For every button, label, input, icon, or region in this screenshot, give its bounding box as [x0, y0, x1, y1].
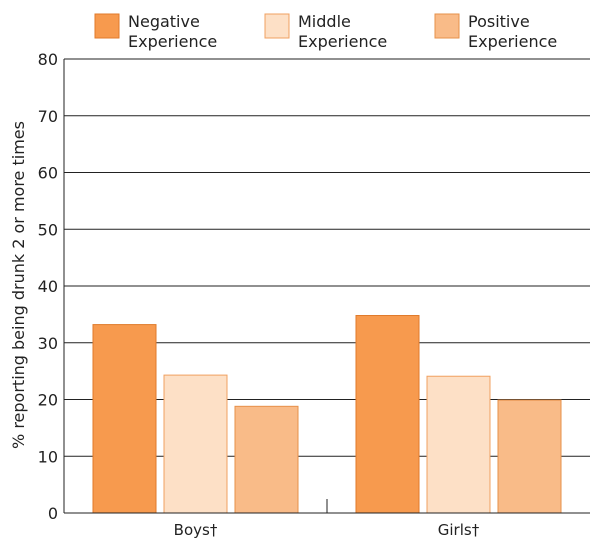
legend-label: Positive	[468, 12, 530, 31]
bar	[163, 374, 228, 514]
y-axis-label: % reporting being drunk 2 or more times	[9, 121, 28, 449]
y-tick-label: 30	[38, 334, 58, 353]
legend: NegativeExperienceMiddleExperiencePositi…	[94, 12, 557, 51]
y-tick-label: 60	[38, 164, 58, 183]
legend-label: Middle	[298, 12, 351, 31]
y-tick-label: 80	[38, 50, 58, 69]
y-tick-label: 40	[38, 277, 58, 296]
legend-label: Experience	[298, 32, 387, 51]
y-tick-label: 50	[38, 220, 58, 239]
y-axis-ticks: 0 10 20 30 40 50 60 70 80	[38, 50, 58, 523]
y-tick-label: 70	[38, 107, 58, 126]
bar	[426, 375, 491, 514]
bars	[92, 315, 562, 514]
x-tick-label: Boys†	[174, 521, 218, 539]
legend-swatch	[264, 13, 290, 39]
legend-swatch	[94, 13, 120, 39]
y-tick-label: 10	[38, 447, 58, 466]
legend-label: Negative	[128, 12, 200, 31]
legend-label: Experience	[128, 32, 217, 51]
y-tick-label: 20	[38, 391, 58, 410]
bar	[497, 399, 562, 514]
bar	[92, 324, 157, 514]
bar	[355, 315, 420, 514]
x-tick-label: Girls†	[438, 521, 480, 539]
legend-label: Experience	[468, 32, 557, 51]
x-axis-ticks: Boys† Girls†	[174, 499, 480, 539]
bar	[234, 405, 299, 514]
y-tick-label: 0	[48, 504, 58, 523]
legend-swatch	[434, 13, 460, 39]
